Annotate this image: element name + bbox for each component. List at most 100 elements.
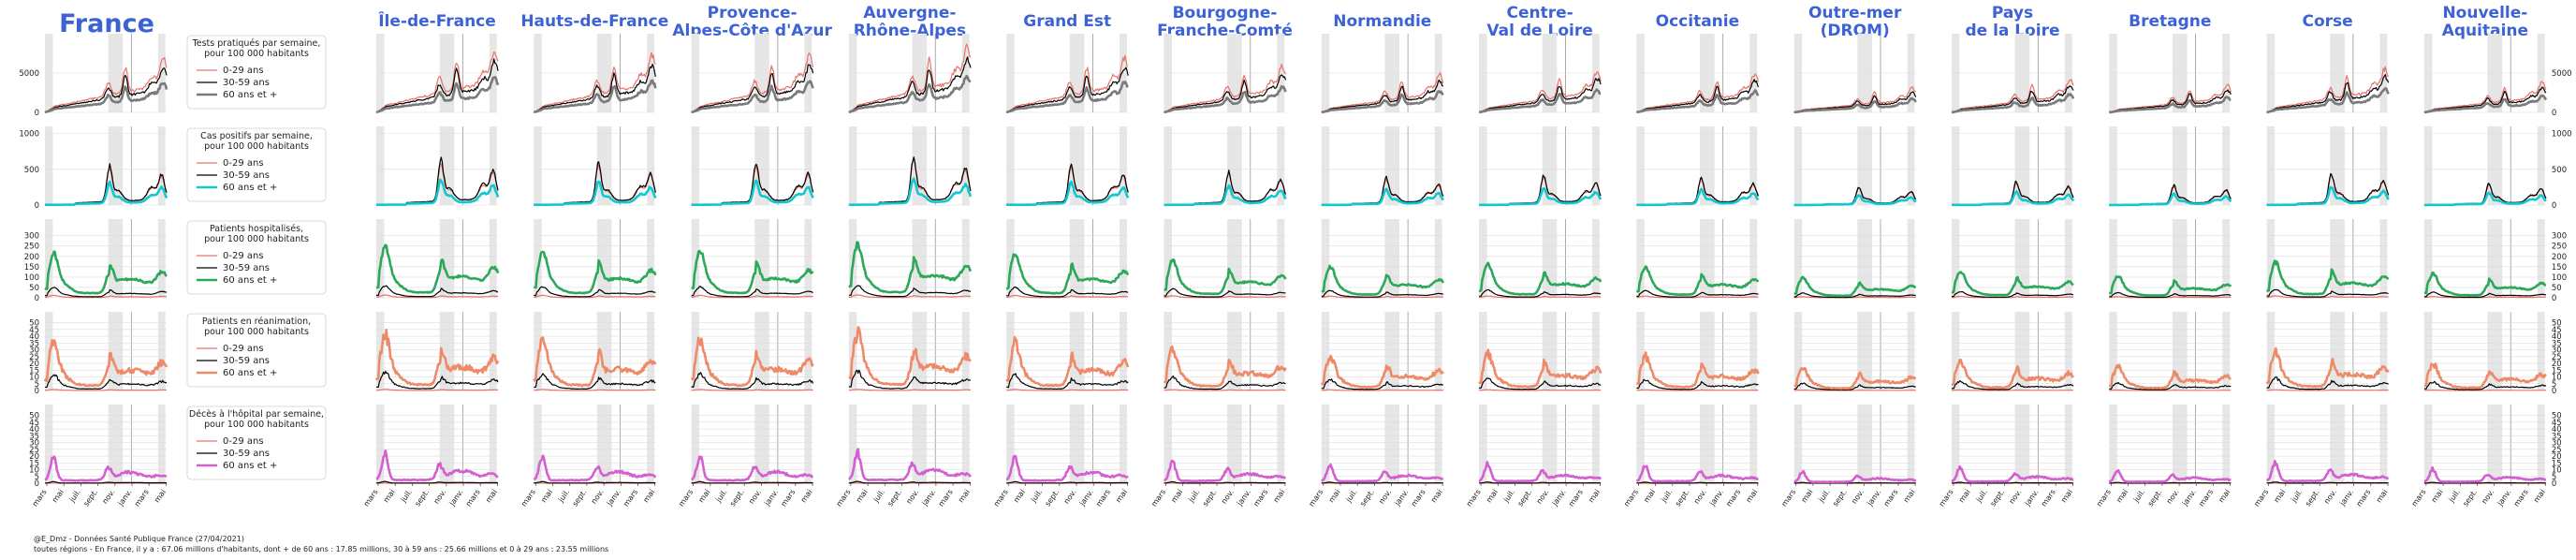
series-line-3059ans (848, 56, 972, 113)
series-line-60anset (2109, 96, 2232, 114)
y-tick-label: 25 (29, 446, 39, 455)
x-tick-label: mai (1642, 488, 1657, 504)
lockdown-band (1700, 405, 1715, 483)
series-line-60anset (1951, 271, 2074, 297)
lockdown-band (1006, 219, 1015, 298)
x-tick-label: nov. (2165, 488, 2181, 506)
lockdown-band (1277, 405, 1285, 483)
series-line-3059ans (45, 480, 167, 484)
lockdown-band (1006, 405, 1015, 483)
series-line-60anset (2266, 87, 2390, 114)
x-tick-label: mai (1327, 488, 1342, 504)
series-line-3059ans (1321, 79, 1443, 113)
lockdown-band (2330, 126, 2345, 205)
legend-title: Cas positifs par semaine, pour 100 000 ha… (200, 131, 313, 152)
series-line-60anset (2423, 95, 2548, 114)
y-tick-label: 500 (2552, 166, 2567, 175)
lockdown-band (691, 405, 700, 483)
lockdown-band (1857, 126, 1872, 205)
lockdown-band (1907, 312, 1915, 391)
x-tick-label: janv. (1393, 488, 1411, 508)
lockdown-band (2172, 219, 2188, 298)
lockdown-band (489, 405, 497, 483)
series-line-3059ans (1636, 79, 1759, 113)
series-line-029ans (691, 52, 814, 113)
y-tick-label: 50 (29, 319, 39, 329)
x-tick-label: sept. (728, 488, 746, 508)
legend-label: 0-29 ans (223, 158, 264, 169)
y-tick-label: 10 (29, 466, 39, 476)
x-tick-label: juil. (2290, 488, 2305, 505)
legend-title: Décès à l'hôpital par semaine, pour 100 0… (189, 409, 324, 430)
y-tick-label: 0 (2552, 479, 2556, 489)
lockdown-band (2172, 312, 2188, 391)
series-line-3059ans (2423, 291, 2547, 298)
y-tick-label: 5 (35, 473, 39, 482)
region-title-0: France (59, 9, 154, 38)
y-tick-label: 100 (24, 273, 39, 283)
x-tick-label: janv. (1550, 488, 1568, 508)
region-title-11: Pays de la Loire (1965, 4, 2059, 40)
x-tick-label: nov. (1850, 488, 1866, 506)
y-tick-label: 0 (35, 201, 39, 211)
series-line-029ans (1164, 389, 1286, 391)
lockdown-band (2379, 312, 2388, 391)
region-title-1: Île-de-France (378, 10, 496, 31)
lockdown-band (45, 405, 53, 483)
x-tick-label: juil. (1186, 488, 1201, 505)
x-tick-label: janv. (2337, 488, 2355, 508)
series-line-60anset (534, 180, 657, 206)
x-tick-label: juil. (67, 488, 82, 505)
series-line-3059ans (2423, 481, 2546, 484)
lockdown-band (1164, 126, 1172, 205)
series-line-3059ans (534, 286, 656, 298)
x-tick-label: sept. (413, 488, 431, 508)
x-tick-label: janv. (762, 488, 780, 508)
x-tick-label: nov. (1535, 488, 1551, 506)
series-line-029ans (1636, 295, 1759, 299)
series-line-60anset (1793, 194, 1917, 207)
x-tick-label: mai (1957, 488, 1972, 504)
series-line-3059ans (44, 67, 168, 113)
series-line-3059ans (2266, 481, 2389, 484)
lockdown-band (1793, 219, 1803, 298)
legend-label: 60 ans et + (223, 461, 277, 471)
lockdown-band (2379, 219, 2388, 298)
x-tick-label: mai (1429, 488, 1444, 504)
series-line-3059ans (691, 286, 813, 298)
x-tick-label: mars (1779, 488, 1797, 508)
region-title-10: Outre-mer (DROM) (1808, 4, 1902, 40)
y-tick-label: 5 (2552, 473, 2556, 482)
lockdown-band (1857, 405, 1872, 483)
y-tick-label: 50 (2552, 412, 2562, 421)
series-line-60anset (2108, 363, 2232, 390)
series-line-029ans (2266, 389, 2389, 391)
lockdown-band (1479, 312, 1487, 391)
series-line-60anset (848, 177, 973, 206)
lockdown-band (754, 405, 769, 483)
footer-population: toutes régions - En France, il y a : 67.… (34, 545, 609, 553)
lockdown-band (2222, 405, 2230, 483)
series-line-60anset (1951, 464, 2074, 483)
x-tick-label: mai (1012, 488, 1027, 504)
series-line-60anset (1321, 463, 1444, 483)
series-line-3059ans (534, 480, 656, 484)
series-line-029ans (2109, 83, 2232, 113)
series-line-60anset (1478, 348, 1603, 389)
x-tick-label: mai (1485, 488, 1500, 504)
lockdown-band (1636, 126, 1645, 205)
series-line-60anset (1478, 261, 1603, 296)
lockdown-band (1857, 219, 1872, 298)
lockdown-band (1164, 405, 1172, 483)
series-line-60anset (375, 449, 499, 482)
legend-label: 0-29 ans (223, 436, 264, 447)
region-title-2: Hauts-de-France (520, 12, 668, 31)
x-tick-label: mars (1938, 488, 1955, 508)
series-line-029ans (45, 294, 168, 299)
y-tick-label: 15 (29, 366, 39, 376)
x-tick-label: mai (1587, 488, 1602, 504)
lockdown-band (2266, 219, 2276, 298)
legend-label: 60 ans et + (223, 368, 277, 378)
lockdown-band (1592, 312, 1600, 391)
lockdown-band (1793, 312, 1803, 391)
